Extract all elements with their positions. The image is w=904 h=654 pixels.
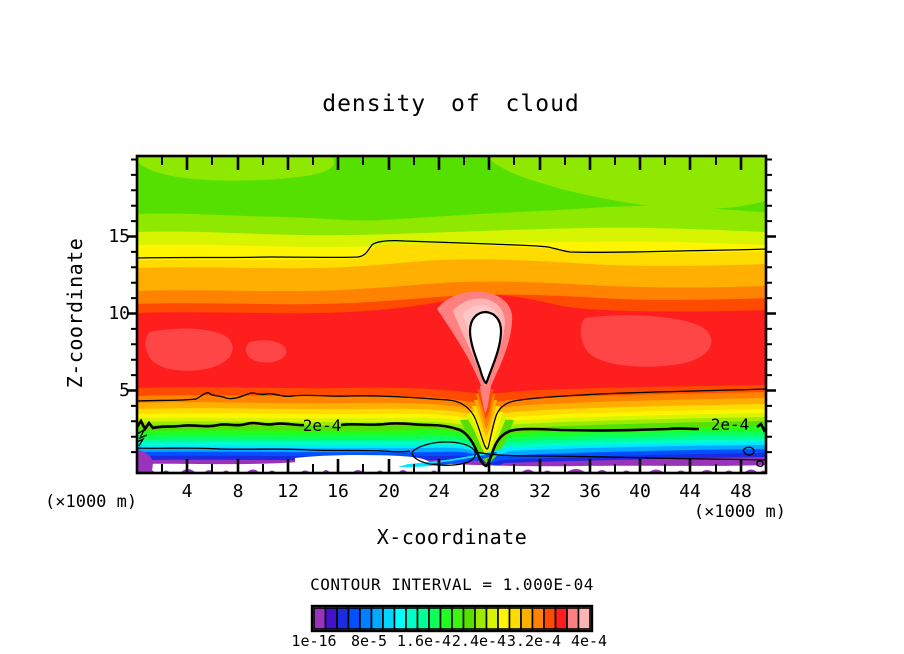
colorbar: 1e-16 8e-5 1.6e-4 2.4e-4 3.2e-4 4e-4 (291, 604, 607, 650)
contour-line-2e-4-left (135, 418, 305, 432)
svg-text:8e-5: 8e-5 (351, 632, 387, 650)
svg-text:16: 16 (327, 481, 349, 502)
svg-text:3.2e-4: 3.2e-4 (507, 632, 561, 650)
x-unit-left: (×1000 m) (45, 492, 137, 512)
axis-major-ticks (127, 156, 776, 473)
svg-text:8: 8 (233, 481, 244, 502)
svg-text:48: 48 (730, 481, 752, 502)
svg-text:1e-16: 1e-16 (291, 632, 336, 650)
contour-line-2e-4-mid (340, 422, 700, 468)
contour-line-lower (136, 447, 411, 453)
svg-text:32: 32 (529, 481, 551, 502)
colorbar-labels: 1e-16 8e-5 1.6e-4 2.4e-4 3.2e-4 4e-4 (291, 632, 607, 650)
svg-text:20: 20 (378, 481, 400, 502)
y-axis-tick-labels: 15 10 5 (108, 226, 130, 401)
svg-text:24: 24 (428, 481, 450, 502)
svg-text:44: 44 (679, 481, 701, 502)
colorbar-frame (310, 604, 594, 633)
x-axis-tick-labels: 4 8 12 16 20 24 28 32 36 40 44 48 (182, 481, 752, 502)
svg-text:1.6e-4: 1.6e-4 (397, 632, 451, 650)
contour-line-mid (136, 388, 767, 450)
y-tick-10: 10 (108, 303, 130, 324)
updraft-halo (437, 291, 513, 398)
contour-label-right: 2e-4 (711, 415, 750, 434)
svg-text:2.4e-4: 2.4e-4 (452, 632, 506, 650)
x-unit-right: (×1000 m) (694, 502, 786, 522)
updraft-core-white-region (468, 310, 503, 385)
plot-title: density of cloud (322, 91, 580, 117)
contour-line-upper (136, 239, 767, 259)
svg-text:4: 4 (182, 481, 193, 502)
contour-label-left: 2e-4 (303, 416, 342, 435)
svg-text:12: 12 (277, 481, 299, 502)
y-tick-15: 15 (108, 226, 130, 247)
contour-lines (135, 239, 768, 468)
contour-loop-jet (411, 441, 476, 466)
y-axis-label: Z-coordinate (63, 238, 87, 389)
x-axis-label: X-coordinate (377, 525, 528, 549)
svg-text:28: 28 (478, 481, 500, 502)
svg-text:4e-4: 4e-4 (571, 632, 607, 650)
svg-text:36: 36 (579, 481, 601, 502)
contour-line-lower-right (475, 451, 767, 461)
y-tick-5: 5 (119, 380, 130, 401)
axis-minor-ticks (131, 156, 772, 473)
colorbar-cells (313, 607, 591, 630)
svg-text:40: 40 (629, 481, 651, 502)
contour-interval-note: CONTOUR INTERVAL = 1.000E-04 (310, 575, 594, 594)
filled-contour-bands (137, 156, 766, 473)
